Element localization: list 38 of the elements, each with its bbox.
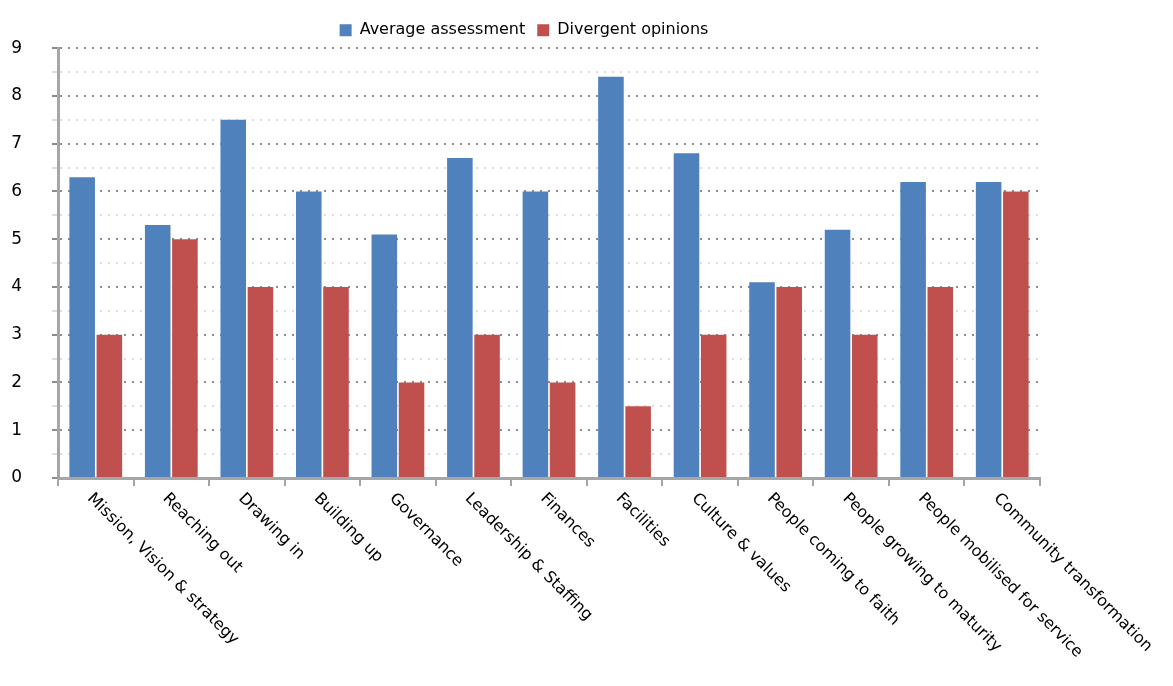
bar [598,76,624,477]
y-tick-label: 0 [11,466,22,487]
bar [296,191,322,477]
y-tick-label: 5 [11,227,22,248]
bar [371,234,398,477]
bar [975,181,1002,477]
bar [247,286,274,477]
bar [927,286,954,477]
bar [700,334,727,477]
y-tick-label: 9 [11,36,22,57]
y-tick-label: 3 [11,323,22,344]
bar [625,406,651,477]
y-tick-label: 1 [11,418,22,439]
legend-label: Average assessment [359,19,526,39]
bar [749,282,775,477]
bar [522,191,549,477]
bar [69,177,95,477]
bar [474,334,500,477]
bar [549,382,576,477]
y-tick-label: 6 [11,179,22,200]
bar [776,286,802,477]
bar [398,382,425,477]
bar [447,158,473,477]
bar [144,224,171,477]
y-tick-label: 8 [11,84,22,105]
legend-label: Divergent opinions [557,19,709,39]
y-tick-label: 4 [11,275,22,296]
bar [900,181,926,477]
bar [851,334,878,477]
bar [220,119,247,477]
y-tick-label: 7 [11,132,22,153]
bar [323,286,349,477]
y-tick-label: 2 [11,370,22,391]
bar [172,239,198,477]
bar [96,334,123,477]
bar [1003,191,1029,477]
bar [673,153,700,477]
bar [824,229,851,477]
